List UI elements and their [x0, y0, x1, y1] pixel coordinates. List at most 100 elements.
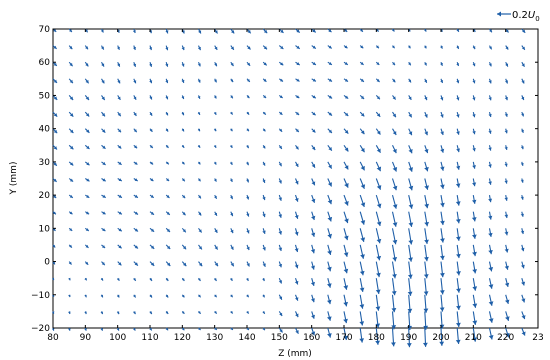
vector-arrow-head [472, 63, 476, 67]
vector-arrow-head [149, 112, 153, 116]
vector-arrow-head [455, 339, 461, 344]
vector-arrow-head [165, 311, 169, 314]
vector-arrow-head [181, 63, 185, 67]
vector-arrow-head [181, 128, 184, 132]
vector-arrow-head [101, 46, 104, 50]
vector-arrow-head [296, 112, 300, 115]
vector-arrow-head [118, 178, 122, 181]
vector-arrow-head [262, 327, 265, 331]
vector-arrow-head [262, 213, 266, 218]
vector-arrow-head [230, 229, 234, 234]
vector-arrow-head [520, 146, 524, 150]
vector-arrow-head [198, 262, 203, 267]
vector-arrow-head [278, 263, 283, 268]
vector-arrow-head [440, 184, 445, 189]
vector-arrow-head [150, 262, 155, 266]
vector-arrow-head [472, 182, 477, 187]
vector-arrow-head [521, 281, 526, 286]
vector-arrow-head [294, 215, 299, 219]
vector-arrow-head [262, 196, 266, 201]
vector-arrow-head [439, 341, 445, 346]
vector-arrow-head [280, 45, 284, 49]
vector-arrow-head [133, 328, 136, 331]
vector-arrow-head [165, 47, 169, 51]
legend-unit: U [528, 10, 536, 21]
vector-arrow-head [150, 161, 154, 165]
vector-arrow-head [472, 234, 477, 239]
vector-arrow-head [456, 236, 461, 241]
vector-arrow-head [230, 95, 233, 99]
vector-arrow-head [197, 128, 200, 132]
vector-arrow-head [262, 179, 266, 183]
vector-arrow-head [520, 179, 524, 183]
vector-arrow-head [100, 278, 103, 281]
vector-arrow-head [440, 220, 445, 225]
vector-arrow-head [53, 195, 57, 198]
vector-arrow-head [472, 165, 476, 169]
vector-arrow-head [520, 213, 524, 217]
vector-arrow-head [408, 167, 413, 172]
vector-arrow-head [230, 162, 233, 165]
y-tick-label: 40 [39, 125, 51, 135]
x-tick-label: 80 [47, 333, 59, 343]
vector-arrow-head [505, 63, 509, 67]
y-tick-label: 60 [39, 58, 51, 68]
vector-arrow-head [359, 287, 365, 292]
vector-arrow-head [246, 162, 249, 166]
vector-arrow-head [391, 308, 397, 313]
vector-arrow-head [472, 80, 476, 84]
vector-arrow-head [68, 277, 71, 281]
vector-arrow-head [198, 212, 202, 216]
vector-arrow-head [150, 194, 154, 198]
vector-arrow-head [328, 112, 332, 116]
vector-arrow-head [440, 131, 444, 135]
vector-arrow-head [295, 313, 299, 318]
vector-arrow-head [455, 183, 461, 188]
vector-arrow-head [262, 230, 266, 234]
vector-arrow-head [69, 211, 73, 215]
vector-arrow-head [214, 46, 218, 50]
vector-arrow-head [86, 129, 90, 133]
vector-arrow-head [214, 79, 217, 83]
vector-arrow-head [312, 146, 316, 150]
vector-arrow-head [197, 161, 201, 165]
vector-arrow-head [165, 294, 169, 298]
vector-arrow-head [149, 311, 152, 314]
vector-arrow-head [472, 303, 478, 308]
vector-arrow-head [328, 29, 332, 33]
vector-arrow-head [521, 129, 524, 133]
vector-arrow-head [53, 146, 57, 150]
vector-arrow-head [312, 45, 316, 49]
vector-arrow-head [84, 294, 87, 298]
vector-arrow-head [198, 229, 202, 233]
vector-arrow-head [197, 79, 201, 83]
vector-arrow-head [278, 247, 283, 251]
vector-arrow-head [328, 62, 332, 65]
x-tick-label: 160 [303, 333, 320, 343]
vector-arrow-head [149, 47, 153, 51]
vector-arrow-head [69, 228, 73, 231]
vector-arrow-head [440, 45, 443, 49]
vector-arrow-head [456, 63, 460, 66]
vector-arrow-head [230, 327, 233, 330]
vector-arrow-head [134, 228, 138, 232]
vector-arrow-head [327, 316, 332, 321]
x-tick-label: 200 [432, 333, 449, 343]
vector-arrow-head [344, 45, 348, 49]
vector-arrow-head [230, 62, 234, 66]
vector-arrow-head [181, 278, 185, 281]
vector-arrow-head [53, 29, 57, 32]
vector-arrow-head [69, 96, 74, 100]
vector-arrow-head [392, 96, 396, 100]
vector-arrow-head [294, 198, 299, 202]
vector-arrow-head [472, 131, 476, 135]
vector-arrow-head [521, 46, 525, 50]
vector-arrow-head [133, 294, 136, 298]
vector-arrow-head [310, 281, 315, 286]
vector-arrow-head [246, 294, 249, 298]
vector-arrow-head [343, 252, 349, 257]
x-tick-label: 120 [174, 333, 191, 343]
vector-arrow-head [198, 278, 201, 281]
vector-arrow-head [376, 238, 382, 244]
